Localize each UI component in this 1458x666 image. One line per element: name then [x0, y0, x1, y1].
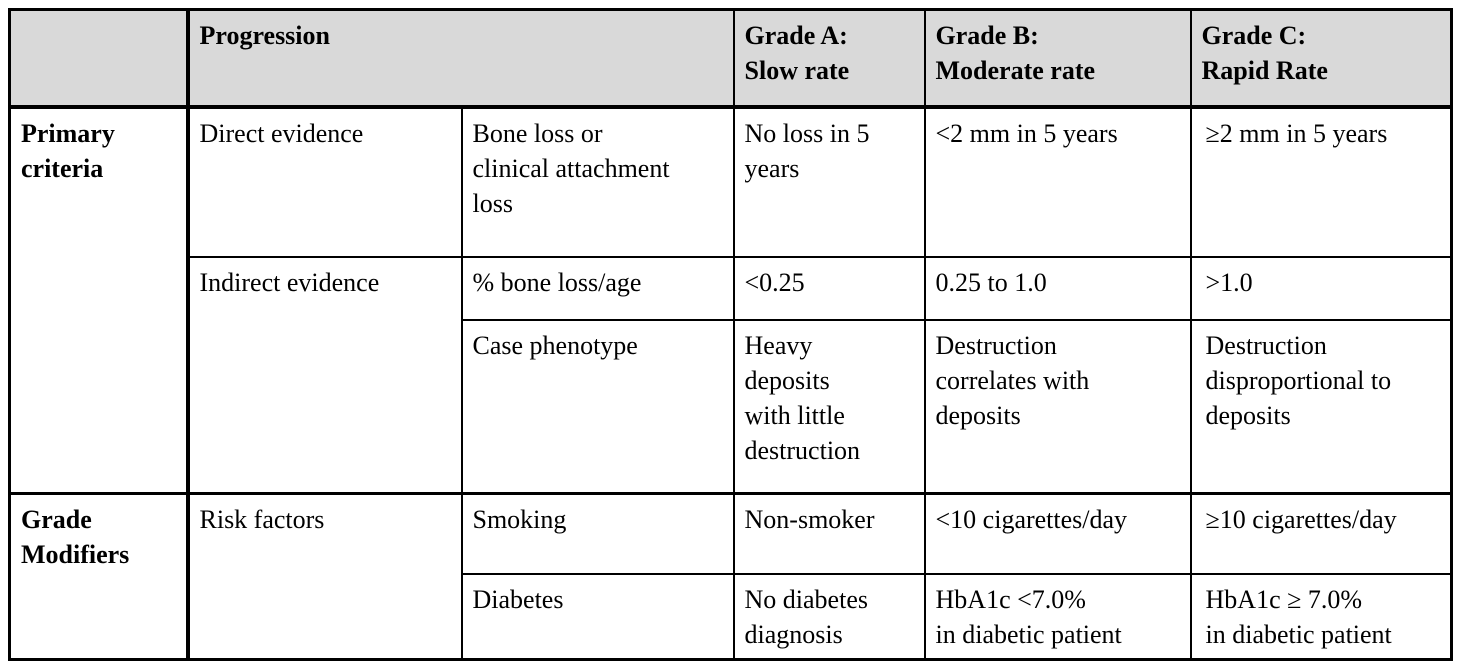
cell-grade-c-hba1c-over-7: HbA1c ≥ 7.0% in diabetic patient [1189, 572, 1453, 661]
cell-indirect-evidence: Indirect evidence [186, 255, 463, 495]
header-grade-b: Grade B: Moderate rate [923, 8, 1192, 109]
periodontitis-grading-table: Progression Grade A: Slow rate Grade B: … [8, 8, 1454, 661]
cell-grade-a-under-025: <0.25 [732, 255, 926, 321]
cell-bone-loss-attachment: Bone loss or clinical attachment loss [460, 105, 735, 258]
corner-cell [8, 8, 190, 109]
cell-grade-a-no-diabetes: No diabetes diagnosis [732, 572, 926, 661]
cell-grade-c-destruction-disproportional: Destruction disproportional to deposits [1189, 318, 1453, 495]
cell-grade-b-destruction-correlates: Destruction correlates with deposits [923, 318, 1192, 495]
rowheader-primary-criteria: Primary criteria [8, 105, 190, 495]
cell-diabetes: Diabetes [460, 572, 735, 661]
cell-direct-evidence: Direct evidence [186, 105, 463, 258]
row-smoking: Grade Modifiers Risk factors Smoking Non… [8, 492, 1453, 661]
row-direct-evidence: Primary criteria Direct evidence Bone lo… [8, 105, 1453, 495]
cell-grade-b-hba1c-under-7: HbA1c <7.0% in diabetic patient [923, 572, 1192, 661]
header-grade-a: Grade A: Slow rate [732, 8, 926, 109]
cell-bone-loss-age: % bone loss/age [460, 255, 735, 321]
header-row: Progression Grade A: Slow rate Grade B: … [8, 8, 1453, 109]
cell-grade-a-non-smoker: Non-smoker [732, 492, 926, 575]
header-progression: Progression [186, 8, 735, 109]
document-page: Progression Grade A: Slow rate Grade B: … [8, 8, 1454, 661]
cell-grade-a-no-loss: No loss in 5 years [732, 105, 926, 258]
row-indirect-evidence: Indirect evidence % bone loss/age <0.25 … [10, 255, 1453, 495]
rowheader-grade-modifiers: Grade Modifiers [8, 492, 190, 661]
cell-grade-b-025-to-10: 0.25 to 1.0 [923, 255, 1192, 321]
header-grade-c: Grade C: Rapid Rate [1189, 8, 1453, 109]
cell-grade-c-over-10-cigarettes: ≥10 cigarettes/day [1189, 492, 1453, 575]
cell-grade-b-under-2mm: <2 mm in 5 years [923, 105, 1192, 258]
cell-risk-factors: Risk factors [186, 492, 463, 661]
cell-case-phenotype: Case phenotype [460, 318, 735, 495]
cell-smoking: Smoking [460, 492, 735, 575]
row-case-phenotype: Case phenotype Heavy deposits with littl… [10, 318, 1453, 495]
row-diabetes: Diabetes No diabetes diagnosis HbA1c <7.… [10, 572, 1453, 661]
cell-grade-b-under-10-cigarettes: <10 cigarettes/day [923, 492, 1192, 575]
cell-grade-c-over-2mm: ≥2 mm in 5 years [1189, 105, 1453, 258]
cell-grade-a-heavy-deposits: Heavy deposits with little destruction [732, 318, 926, 495]
cell-grade-c-over-10: >1.0 [1189, 255, 1453, 321]
